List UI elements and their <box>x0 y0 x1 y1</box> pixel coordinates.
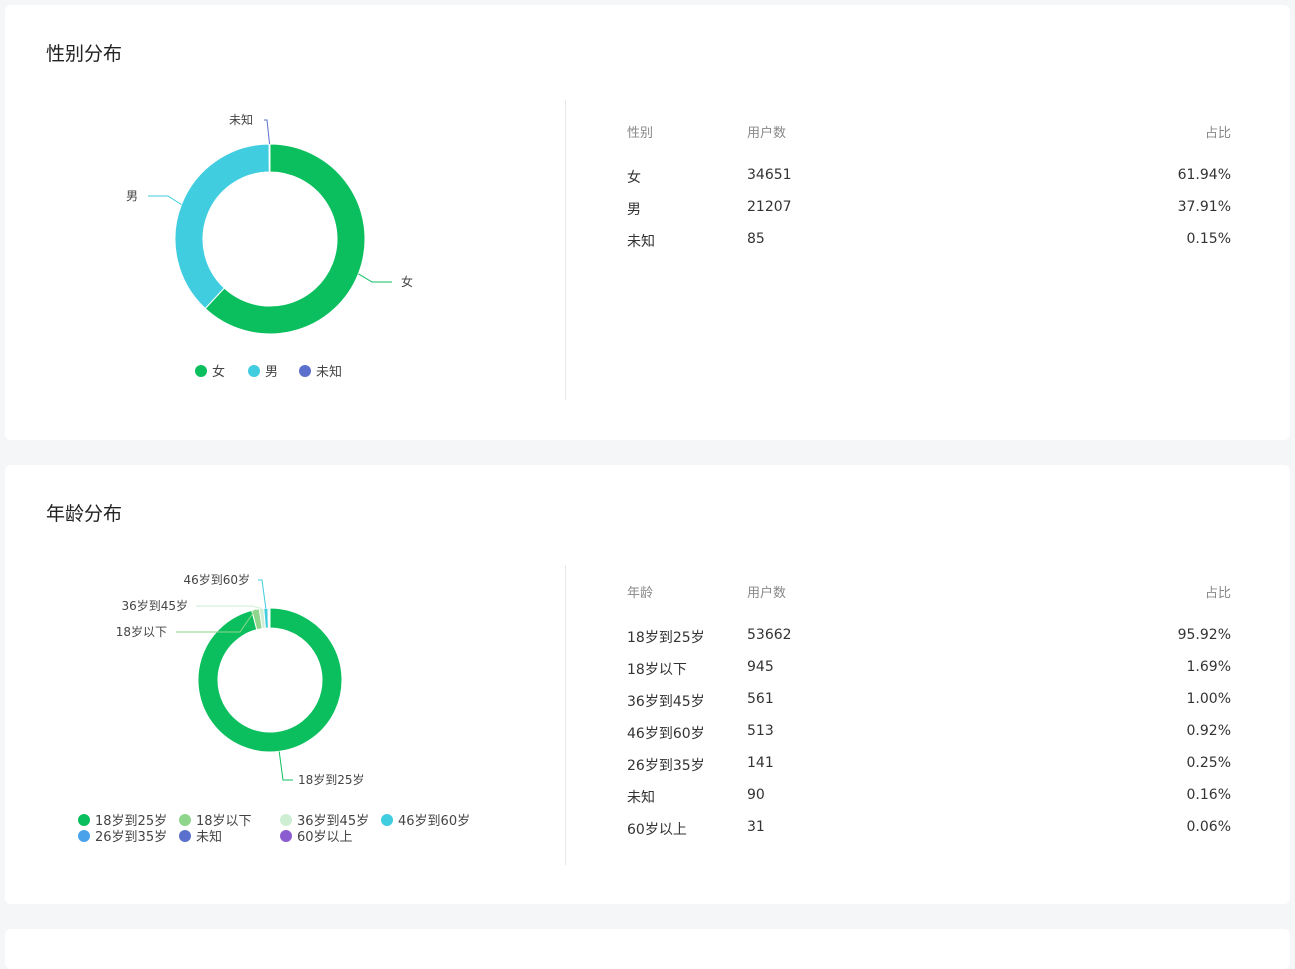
slice-label: 18岁以下 <box>116 624 167 639</box>
legend-marker <box>179 830 191 842</box>
legend-item: 18岁到25岁 <box>95 814 167 829</box>
pie-slice-2 <box>269 144 270 172</box>
legend-item: 男 <box>265 365 278 380</box>
legend-marker <box>381 814 393 826</box>
slice-label: 女 <box>401 274 413 289</box>
legend-marker <box>78 814 90 826</box>
legend-item: 60岁以上 <box>297 830 353 845</box>
legend-item: 女 <box>212 364 225 380</box>
slice-label: 男 <box>126 189 138 203</box>
leader-line-2 <box>264 120 270 144</box>
slice-label: 18岁到25岁 <box>298 772 365 787</box>
charts-svg: 女男未知18岁到25岁18岁以下36岁到45岁46岁到60岁女男未知18岁到25… <box>0 0 1295 948</box>
legend-marker <box>195 365 207 377</box>
leader-line-0 <box>358 274 392 282</box>
legend-item: 未知 <box>316 364 342 380</box>
leader-line-2 <box>196 606 261 609</box>
legend-marker <box>299 365 311 377</box>
legend-item: 26岁到35岁 <box>95 830 167 845</box>
pie-slice-0 <box>198 608 342 752</box>
leader-line-0 <box>279 751 293 780</box>
pie-slice-1 <box>175 144 269 308</box>
legend-item: 46岁到60岁 <box>398 814 470 829</box>
leader-line-1 <box>148 196 181 205</box>
slice-label: 46岁到60岁 <box>183 572 250 587</box>
legend-marker <box>179 814 191 826</box>
legend-marker <box>248 365 260 377</box>
leader-line-3 <box>258 580 266 608</box>
legend-item: 36岁到45岁 <box>297 814 369 829</box>
legend-marker <box>78 830 90 842</box>
legend-marker <box>280 814 292 826</box>
legend-item: 未知 <box>196 829 222 845</box>
slice-label: 未知 <box>229 113 253 127</box>
legend-marker <box>280 830 292 842</box>
legend-item: 18岁以下 <box>196 814 252 829</box>
slice-label: 36岁到45岁 <box>121 598 188 613</box>
